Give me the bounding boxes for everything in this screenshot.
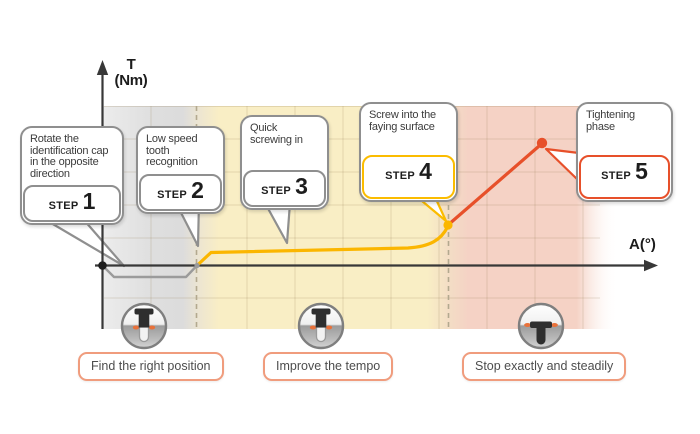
step-word: STEP bbox=[261, 185, 292, 197]
phase-label-stop-exactly: Stop exactly and steadily bbox=[462, 352, 627, 381]
screw-depth-icon-3 bbox=[517, 302, 565, 350]
step-word: STEP bbox=[601, 170, 632, 182]
x-axis-arrow-icon bbox=[644, 259, 658, 272]
y-axis-symbol: T bbox=[126, 56, 136, 73]
step-word: STEP bbox=[48, 200, 79, 213]
step-number: 4 bbox=[419, 158, 432, 184]
screwing-phase-segment bbox=[195, 225, 450, 268]
step-number: 2 bbox=[191, 176, 204, 203]
y-axis-label: T (Nm) bbox=[107, 57, 155, 89]
step-5-description: Tightening phase bbox=[586, 109, 635, 133]
step-5-badge: STEP 5 bbox=[579, 155, 670, 199]
y-axis-arrow-icon bbox=[96, 60, 109, 75]
step-word: STEP bbox=[157, 188, 188, 201]
torque-curve bbox=[101, 141, 544, 279]
step-4-callout: Screw into the faying surface STEP 4 bbox=[359, 102, 458, 202]
step-2-badge: STEP 2 bbox=[139, 173, 222, 211]
screw-depth-icon-1 bbox=[120, 302, 168, 350]
screw-depth-icon-2 bbox=[297, 302, 345, 350]
search-phase-segment bbox=[101, 264, 199, 279]
y-axis-unit: (Nm) bbox=[114, 72, 148, 89]
step-4-description: Screw into the faying surface bbox=[369, 109, 436, 133]
x-axis-label: A(°) bbox=[629, 236, 656, 253]
step-1-callout: Rotate the identification cap in the opp… bbox=[20, 126, 124, 226]
step-3-callout: Quick screwing in STEP 3 bbox=[240, 115, 329, 210]
tightening-peak-point bbox=[536, 137, 548, 149]
step-1-badge: STEP 1 bbox=[23, 185, 121, 223]
phase-label-improve-tempo: Improve the tempo bbox=[263, 352, 394, 381]
step-1-description: Rotate the identification cap in the opp… bbox=[30, 133, 109, 180]
step-number: 5 bbox=[635, 158, 648, 184]
x-axis bbox=[95, 259, 658, 272]
step-5-callout: Tightening phase STEP 5 bbox=[576, 102, 673, 202]
origin-point bbox=[98, 261, 107, 270]
step-number: 3 bbox=[295, 173, 308, 199]
tightening-phase-segment bbox=[446, 141, 544, 227]
transition-point bbox=[194, 262, 200, 269]
step-3-badge: STEP 3 bbox=[243, 170, 326, 207]
step-2-callout: Low speed tooth recognition STEP 2 bbox=[136, 126, 225, 214]
faying-surface-point bbox=[443, 220, 453, 230]
step-4-badge: STEP 4 bbox=[362, 155, 455, 199]
step-2-description: Low speed tooth recognition bbox=[146, 133, 198, 169]
phase-label-find-position: Find the right position bbox=[78, 352, 224, 381]
step-word: STEP bbox=[385, 170, 416, 182]
step-3-description: Quick screwing in bbox=[250, 122, 303, 146]
step-number: 1 bbox=[82, 188, 96, 215]
